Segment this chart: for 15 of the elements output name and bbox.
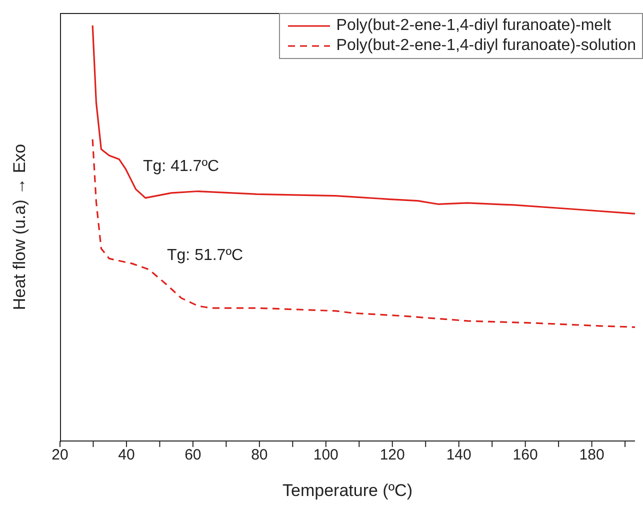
annotation: Tg: 51.7ºC — [167, 247, 244, 265]
x-tick-label: 140 — [446, 446, 472, 464]
x-tick-label: 160 — [512, 446, 538, 464]
x-tick-label: 100 — [313, 446, 338, 464]
annotation: Tg: 41.7ºC — [143, 158, 220, 176]
x-tick-label: 180 — [579, 446, 604, 464]
legend-label: Poly(but-2-ene-1,4-diyl furanoate)-melt — [336, 16, 612, 36]
y-axis-title: Heat flow (u.a) → Exo — [10, 144, 30, 310]
x-axis-title: Temperature (ºC) — [282, 481, 412, 500]
x-tick-label: 80 — [251, 446, 268, 464]
legend-label: Poly(but-2-ene-1,4-diyl furanoate)-solution — [336, 36, 636, 56]
x-tick-label: 40 — [118, 446, 135, 464]
x-tick-label: 60 — [184, 446, 202, 464]
x-tick-label: 20 — [52, 446, 68, 464]
x-tick-label: 120 — [380, 446, 405, 464]
